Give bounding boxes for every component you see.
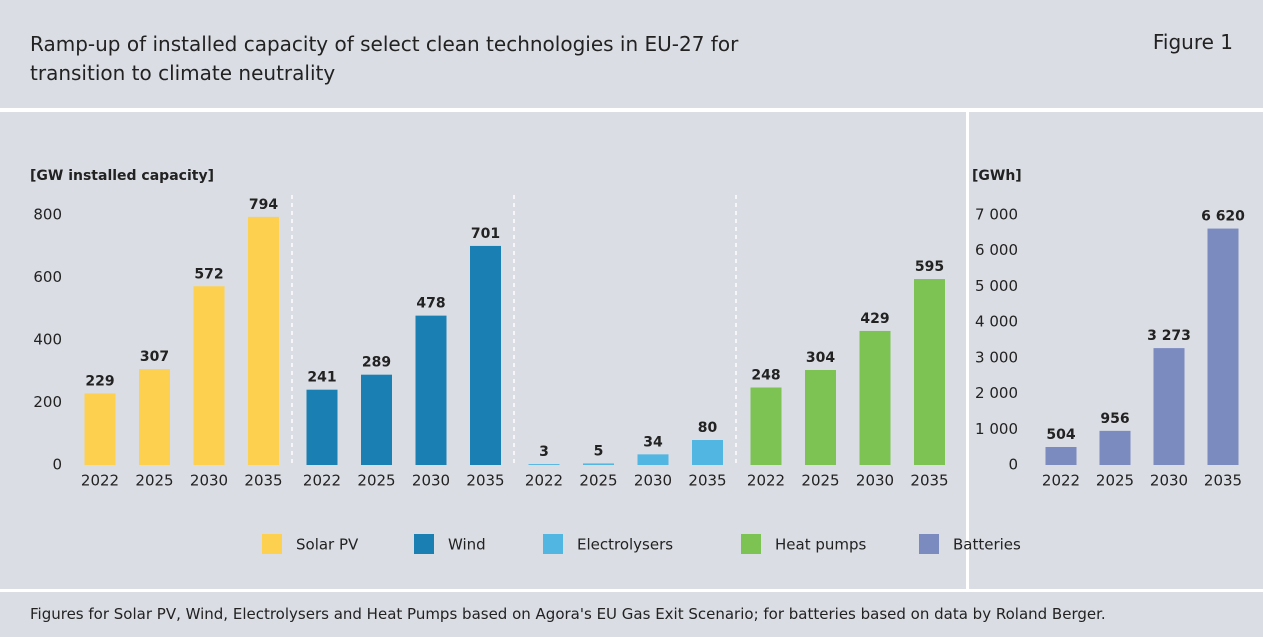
bar	[750, 387, 782, 465]
x-tick-label: 2035	[688, 472, 726, 490]
y-tick-label: 200	[33, 393, 62, 411]
y-tick-label: 2 000	[975, 384, 1018, 402]
bar	[1207, 228, 1239, 465]
separator	[966, 112, 969, 589]
x-tick-label: 2030	[634, 472, 672, 490]
value-label: 5	[594, 443, 604, 459]
x-tick-label: 2030	[856, 472, 894, 490]
value-label: 3	[539, 444, 549, 460]
x-tick-label: 2025	[135, 472, 173, 490]
bar	[859, 330, 891, 465]
bar	[248, 216, 279, 465]
x-tick-label: 2030	[412, 472, 450, 490]
value-label: 248	[751, 368, 780, 384]
y-tick-label: 6 000	[975, 241, 1018, 259]
value-label: 6 620	[1201, 209, 1245, 225]
x-tick-label: 2030	[190, 472, 228, 490]
legend-label: Solar PV	[296, 536, 359, 554]
bar	[139, 369, 170, 465]
value-label: 307	[140, 349, 169, 365]
bar	[528, 464, 560, 465]
y-tick-label: 0	[1008, 456, 1018, 474]
separator	[0, 108, 1263, 112]
value-label: 80	[698, 420, 718, 436]
x-tick-label: 2022	[81, 472, 119, 490]
figure-label: Figure 1	[1152, 30, 1233, 54]
value-label: 595	[915, 259, 944, 275]
x-tick-label: 2025	[1096, 472, 1134, 490]
bar	[84, 393, 116, 465]
y-tick-label: 600	[33, 268, 62, 286]
bar	[805, 370, 836, 465]
value-label: 3 273	[1147, 328, 1191, 344]
bar	[583, 463, 614, 465]
y-axis-label: [GWh]	[972, 168, 1022, 184]
y-tick-label: 400	[33, 331, 62, 349]
bar	[1099, 430, 1131, 465]
bar	[692, 440, 723, 465]
legend-swatch	[262, 534, 282, 554]
bar	[193, 286, 225, 465]
x-tick-label: 2022	[303, 472, 341, 490]
x-tick-label: 2025	[801, 472, 839, 490]
x-tick-label: 2035	[1204, 472, 1242, 490]
legend-swatch	[414, 534, 434, 554]
legend-label: Heat pumps	[775, 536, 867, 554]
y-tick-label: 4 000	[975, 313, 1018, 331]
value-label: 229	[85, 373, 114, 389]
y-tick-label: 3 000	[975, 348, 1018, 366]
bar	[470, 245, 501, 465]
value-label: 304	[806, 350, 835, 366]
x-tick-label: 2035	[466, 472, 504, 490]
value-label: 504	[1046, 427, 1075, 443]
bar	[914, 279, 945, 465]
value-label: 289	[362, 355, 391, 371]
separator	[0, 589, 1263, 592]
bar	[306, 389, 338, 465]
y-axis-label: [GW installed capacity]	[30, 168, 214, 184]
value-label: 572	[194, 266, 223, 282]
x-tick-label: 2030	[1150, 472, 1188, 490]
value-label: 956	[1100, 411, 1129, 427]
x-tick-label: 2035	[244, 472, 282, 490]
value-label: 478	[416, 296, 445, 312]
footnote: Figures for Solar PV, Wind, Electrolyser…	[30, 605, 1106, 623]
value-label: 701	[471, 226, 500, 242]
legend-label: Wind	[448, 536, 486, 554]
y-tick-label: 0	[52, 456, 62, 474]
x-tick-label: 2022	[747, 472, 785, 490]
bar	[637, 454, 669, 465]
x-tick-label: 2025	[357, 472, 395, 490]
x-tick-label: 2025	[579, 472, 617, 490]
value-label: 429	[860, 311, 889, 327]
bar	[361, 374, 392, 465]
legend-label: Batteries	[953, 536, 1021, 554]
x-tick-label: 2035	[910, 472, 948, 490]
legend-label: Electrolysers	[577, 536, 673, 554]
y-tick-label: 1 000	[975, 420, 1018, 438]
legend-swatch	[543, 534, 563, 554]
y-tick-label: 7 000	[975, 206, 1018, 224]
legend-swatch	[741, 534, 761, 554]
value-label: 34	[643, 434, 663, 450]
x-tick-label: 2022	[1042, 472, 1080, 490]
bar	[415, 315, 447, 465]
y-tick-label: 5 000	[975, 277, 1018, 295]
title: Ramp-up of installed capacity of select …	[30, 32, 739, 85]
x-tick-label: 2022	[525, 472, 563, 490]
legend-swatch	[919, 534, 939, 554]
bar	[1153, 348, 1185, 465]
bar	[1045, 447, 1077, 465]
value-label: 794	[249, 197, 278, 213]
value-label: 241	[307, 370, 336, 386]
y-tick-label: 800	[33, 206, 62, 224]
